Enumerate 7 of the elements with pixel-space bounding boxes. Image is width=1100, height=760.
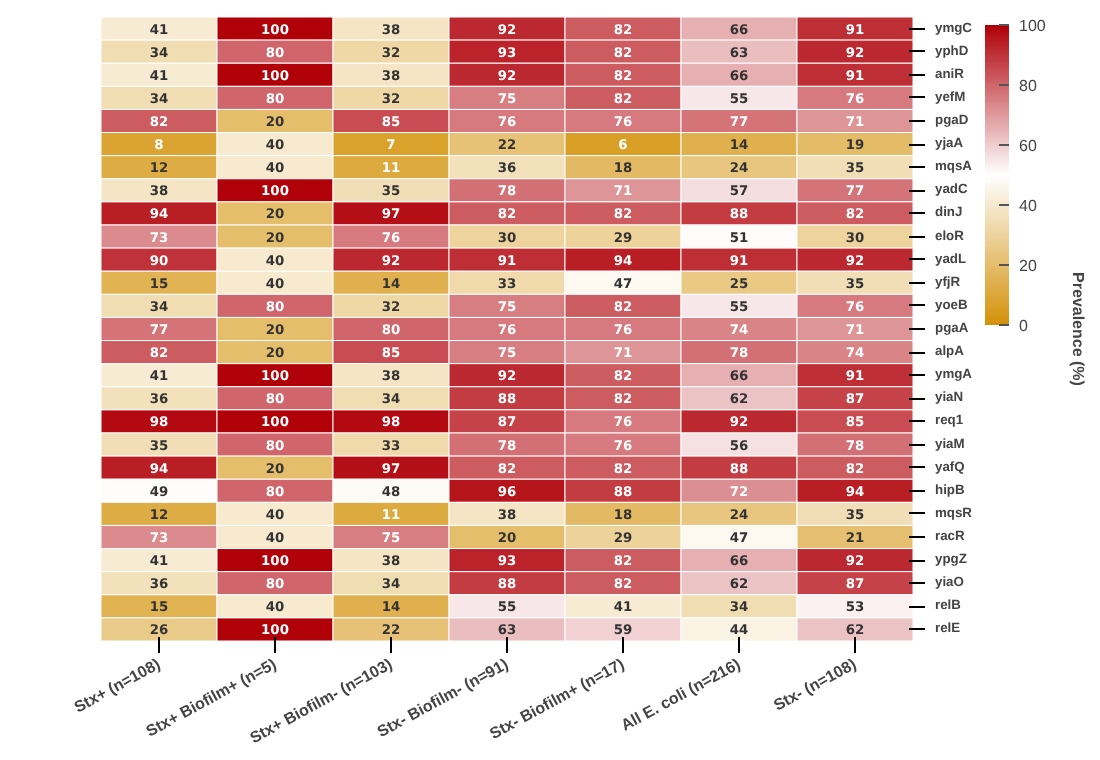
color-bar-label: 100 xyxy=(1019,17,1047,35)
color-bar-label: 20 xyxy=(1019,257,1038,275)
color-bar-label: 40 xyxy=(1019,197,1038,215)
color-bar-title: Prevalence (%) xyxy=(1069,272,1087,387)
color-bar-label: 80 xyxy=(1019,77,1038,95)
color-bar-label: 0 xyxy=(1019,317,1029,335)
color-bar-label: 60 xyxy=(1019,137,1038,155)
